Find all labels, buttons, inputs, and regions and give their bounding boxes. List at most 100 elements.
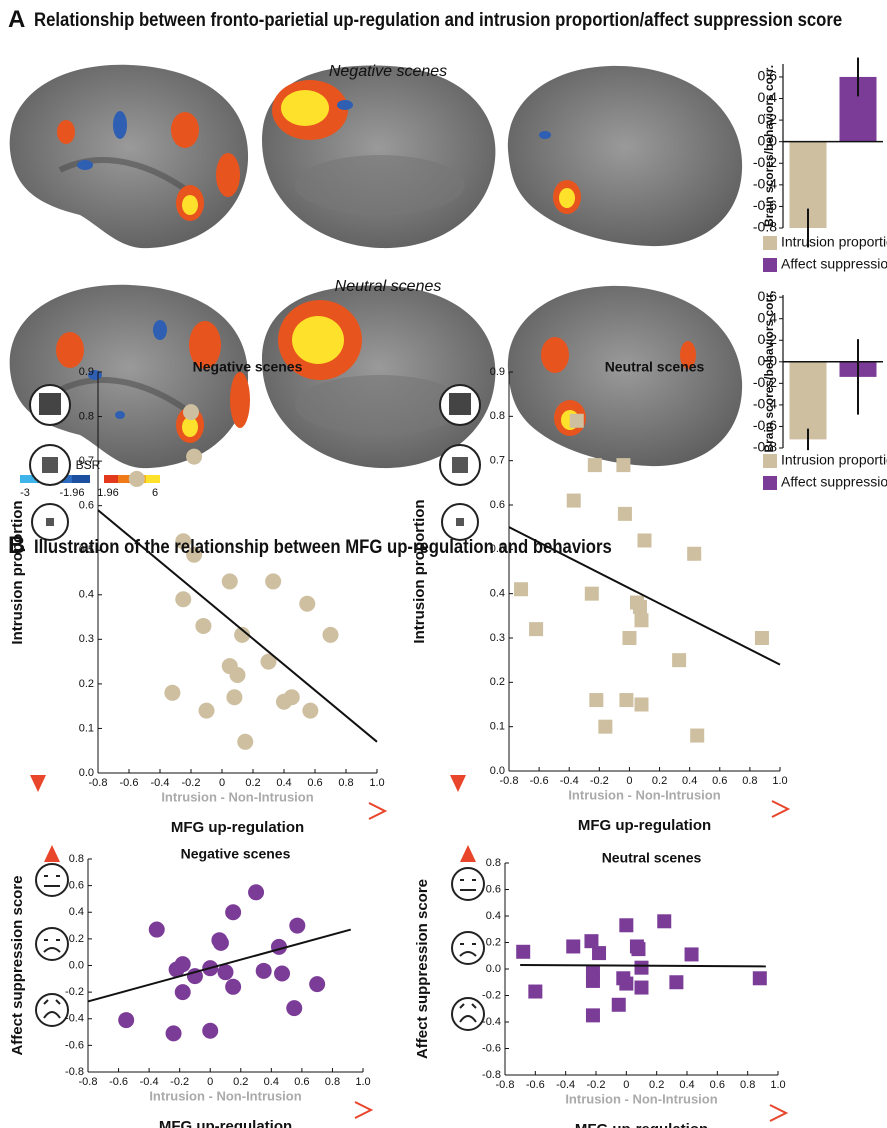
x-tick-label: 0.4 bbox=[276, 777, 291, 789]
point bbox=[289, 917, 306, 934]
arrow-label: MFG up-regulation bbox=[578, 817, 711, 834]
x-tick-label: 0.6 bbox=[710, 1079, 725, 1091]
y-tick-label: -0.4 bbox=[753, 396, 777, 412]
y-tick-label: 0.4 bbox=[758, 309, 778, 325]
point bbox=[265, 573, 282, 590]
y-tick-label: 0.0 bbox=[490, 765, 505, 777]
illustrations bbox=[29, 380, 485, 1120]
y-axis-label: Affect suppression score bbox=[414, 879, 431, 1059]
y-tick-label: -0.4 bbox=[482, 1016, 501, 1028]
y-tick-label: 0.8 bbox=[486, 857, 501, 869]
y-tick-label: -0.8 bbox=[753, 219, 777, 235]
y-tick-label: 0.6 bbox=[486, 883, 501, 895]
fit-line bbox=[97, 509, 378, 743]
y-tick-label: 0.2 bbox=[69, 933, 84, 945]
y-tick-label: -0.4 bbox=[65, 1013, 84, 1025]
point bbox=[260, 653, 277, 670]
point bbox=[274, 965, 291, 982]
y-tick-label: 0.8 bbox=[490, 410, 505, 422]
legend-label: Affect suppression bbox=[781, 256, 887, 272]
colorbar-tick-label: 1.96 bbox=[97, 487, 118, 499]
colorbar-tick-label: 6 bbox=[152, 487, 158, 499]
point bbox=[514, 582, 529, 597]
x-tick-label: 0.4 bbox=[264, 1076, 279, 1088]
y-axis-label: Brain scores/behaviors corr. bbox=[762, 65, 776, 227]
y-tick-label: -0.8 bbox=[65, 1066, 84, 1078]
scene-label: Neutral scenes bbox=[335, 278, 442, 295]
y-tick-label: -0.6 bbox=[753, 417, 777, 433]
x-tick-label: 1.0 bbox=[772, 775, 787, 787]
x-tick-label: -0.8 bbox=[500, 775, 519, 787]
chart-title: Negative scenes bbox=[181, 846, 291, 862]
x-tick-label: 0.2 bbox=[652, 775, 667, 787]
point bbox=[529, 622, 544, 637]
y-tick-label: 0.5 bbox=[79, 544, 94, 556]
point bbox=[619, 918, 634, 933]
y-tick-label: 0.6 bbox=[758, 288, 778, 304]
x-tick-label: 0.6 bbox=[712, 775, 727, 787]
y-tick-label: 0.6 bbox=[490, 499, 505, 511]
y-tick-label: -0.6 bbox=[753, 197, 777, 213]
point bbox=[165, 1025, 182, 1042]
legend-swatch bbox=[763, 454, 777, 468]
x-axis-label: Intrusion - Non-Intrusion bbox=[565, 1091, 717, 1106]
legend-label: Intrusion proportion bbox=[781, 234, 887, 250]
y-tick-label: 0.1 bbox=[490, 721, 505, 733]
y-tick-label: -0.6 bbox=[482, 1042, 501, 1054]
chart-title: Neutral scenes bbox=[605, 359, 705, 375]
arrow-label: MFG up-regulation bbox=[159, 1118, 292, 1128]
arrow-head bbox=[354, 1101, 374, 1119]
y-tick-label: -0.4 bbox=[753, 176, 777, 192]
point bbox=[598, 719, 613, 734]
point bbox=[186, 546, 203, 563]
y-tick-label: 0.0 bbox=[758, 132, 778, 148]
y-tick-label: -0.2 bbox=[482, 989, 501, 1001]
point bbox=[752, 971, 767, 986]
y-tick-label: -0.8 bbox=[753, 439, 777, 455]
x-tick-label: -0.6 bbox=[109, 1076, 128, 1088]
point bbox=[174, 956, 191, 973]
point bbox=[286, 1000, 303, 1017]
panel-title: Relationship between fronto-parietial up… bbox=[34, 10, 843, 31]
panel-letter: B bbox=[8, 532, 26, 559]
y-tick-label: 0.0 bbox=[69, 959, 84, 971]
point bbox=[619, 976, 634, 991]
y-tick-label: 0.0 bbox=[486, 963, 501, 975]
y-tick-label: 0.3 bbox=[490, 632, 505, 644]
panel-letter: A bbox=[8, 6, 26, 33]
colorbar-tick-label: -3 bbox=[20, 487, 30, 499]
x-tick-label: 0.8 bbox=[740, 1079, 755, 1091]
y-tick-label: 0.2 bbox=[486, 936, 501, 948]
point bbox=[248, 884, 265, 901]
y-tick-label: 0.2 bbox=[490, 676, 505, 688]
x-tick-label: -0.4 bbox=[140, 1076, 159, 1088]
y-tick-label: 0.4 bbox=[79, 589, 94, 601]
y-tick-label: 0.4 bbox=[486, 910, 501, 922]
point bbox=[616, 458, 631, 473]
fit-line bbox=[520, 964, 766, 968]
point bbox=[611, 997, 626, 1012]
y-tick-label: 0.7 bbox=[490, 455, 505, 467]
y-tick-label: 0.6 bbox=[79, 500, 94, 512]
point bbox=[684, 947, 699, 962]
y-tick-label: 0.0 bbox=[79, 767, 94, 779]
point bbox=[195, 617, 212, 634]
x-tick-label: 0.8 bbox=[742, 775, 757, 787]
point bbox=[186, 448, 203, 465]
x-tick-label: 0.2 bbox=[245, 777, 260, 789]
point bbox=[631, 942, 646, 957]
y-axis-label: Affect suppression score bbox=[9, 875, 26, 1055]
x-tick-label: -0.2 bbox=[182, 777, 201, 789]
legend-swatch bbox=[763, 236, 777, 250]
x-tick-label: 0.8 bbox=[325, 1076, 340, 1088]
y-tick-label: 0.7 bbox=[79, 455, 94, 467]
x-tick-label: 0.2 bbox=[649, 1079, 664, 1091]
x-tick-label: -0.2 bbox=[587, 1079, 606, 1091]
legend-swatch bbox=[763, 258, 777, 272]
point bbox=[634, 697, 649, 712]
brain-images bbox=[9, 64, 743, 469]
panel-title: Illustration of the relationship between… bbox=[34, 537, 612, 558]
point bbox=[255, 962, 272, 979]
